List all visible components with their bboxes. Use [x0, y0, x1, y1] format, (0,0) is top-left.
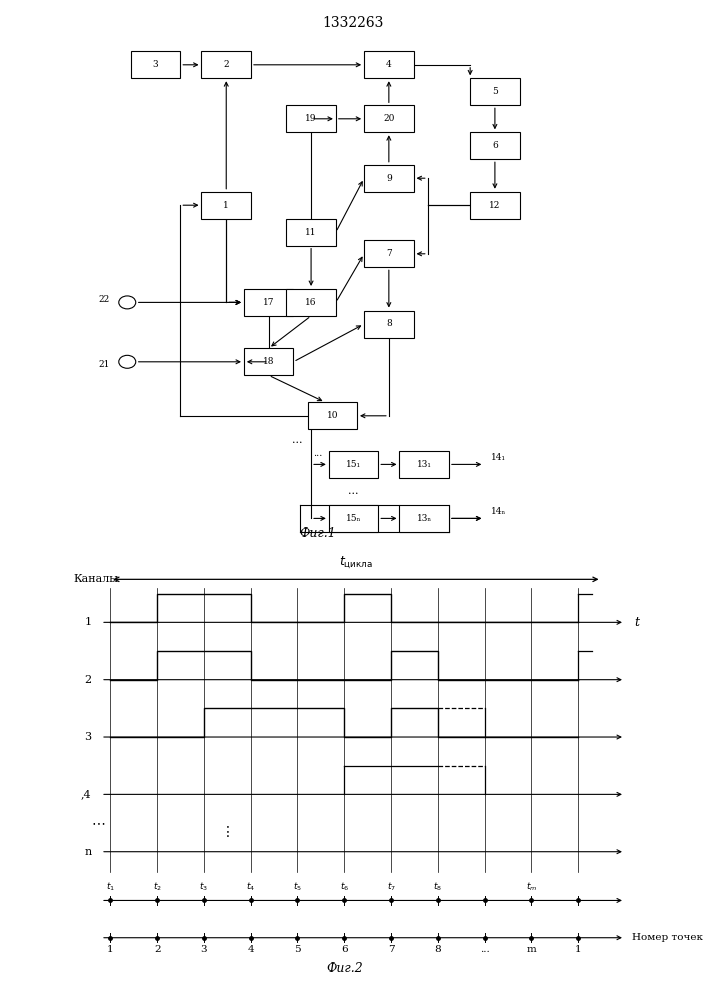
Text: ...: ...	[292, 435, 302, 445]
Text: 15₁: 15₁	[346, 460, 361, 469]
Text: ⋯: ⋯	[92, 816, 105, 830]
Text: $t_3$: $t_3$	[199, 881, 209, 893]
Text: 10: 10	[327, 411, 338, 420]
Text: 11: 11	[305, 228, 317, 237]
Text: $t_5$: $t_5$	[293, 881, 302, 893]
Text: 7: 7	[386, 249, 392, 258]
Text: ,4: ,4	[81, 789, 92, 799]
Bar	[470, 132, 520, 159]
Bar	[201, 192, 251, 219]
Text: 2: 2	[154, 945, 160, 954]
Bar	[470, 192, 520, 219]
Text: 12: 12	[489, 201, 501, 210]
Bar	[286, 219, 336, 246]
Bar	[201, 51, 251, 78]
Text: 14ₙ: 14ₙ	[491, 507, 507, 516]
Bar	[399, 451, 449, 478]
Text: 8: 8	[386, 320, 392, 328]
Text: ...: ...	[313, 449, 323, 458]
Bar	[399, 505, 449, 532]
Text: 5: 5	[294, 945, 300, 954]
Bar	[244, 289, 293, 316]
Text: 5: 5	[492, 87, 498, 96]
Bar	[364, 240, 414, 267]
Text: 21: 21	[98, 360, 110, 369]
Bar	[286, 289, 336, 316]
Bar	[364, 105, 414, 132]
Text: 16: 16	[305, 298, 317, 307]
Text: $t_2$: $t_2$	[153, 881, 162, 893]
Text: $t_4$: $t_4$	[246, 881, 255, 893]
Text: 22: 22	[98, 295, 110, 304]
Bar	[470, 78, 520, 105]
Text: 1332263: 1332263	[323, 16, 384, 30]
Bar	[364, 51, 414, 78]
Text: 6: 6	[492, 141, 498, 150]
Text: 15ₙ: 15ₙ	[346, 514, 361, 523]
Text: 19: 19	[305, 114, 317, 123]
Text: 7: 7	[387, 945, 395, 954]
Text: $t_m$: $t_m$	[526, 881, 537, 893]
Text: 3: 3	[153, 60, 158, 69]
Text: ...: ...	[349, 486, 358, 496]
Text: 14₁: 14₁	[491, 453, 506, 462]
Bar	[329, 451, 378, 478]
Text: 13ₙ: 13ₙ	[416, 514, 432, 523]
Text: 9: 9	[386, 174, 392, 183]
Text: $t_6$: $t_6$	[339, 881, 349, 893]
Bar	[329, 505, 378, 532]
Bar	[364, 165, 414, 192]
Bar	[244, 348, 293, 375]
Text: 3: 3	[85, 732, 92, 742]
Text: 1: 1	[223, 201, 229, 210]
Text: 4: 4	[247, 945, 254, 954]
Text: 2: 2	[223, 60, 229, 69]
Text: 8: 8	[435, 945, 441, 954]
Text: 13₁: 13₁	[416, 460, 432, 469]
Text: Фиг.1: Фиг.1	[300, 527, 337, 540]
Bar	[308, 402, 357, 429]
Text: 1: 1	[575, 945, 581, 954]
Text: n: n	[84, 847, 92, 857]
Text: $t_8$: $t_8$	[433, 881, 443, 893]
Bar	[364, 310, 414, 338]
Text: 2: 2	[85, 675, 92, 685]
Text: 1: 1	[85, 617, 92, 627]
Text: 18: 18	[263, 357, 274, 366]
Text: Фиг.2: Фиг.2	[326, 962, 363, 975]
Bar	[286, 105, 336, 132]
Text: 6: 6	[341, 945, 348, 954]
Bar	[131, 51, 180, 78]
Text: ⋮: ⋮	[221, 825, 234, 839]
Text: m: m	[527, 945, 536, 954]
Text: 20: 20	[383, 114, 395, 123]
Text: $t_1$: $t_1$	[106, 881, 115, 893]
Text: ...: ...	[479, 945, 489, 954]
Text: 4: 4	[386, 60, 392, 69]
Text: 1: 1	[107, 945, 114, 954]
Text: $t_{\rm цикла}$: $t_{\rm цикла}$	[339, 555, 373, 571]
Text: 17: 17	[263, 298, 274, 307]
Text: Номер точек: Номер точек	[632, 933, 703, 942]
Text: 3: 3	[201, 945, 207, 954]
Text: t: t	[634, 616, 639, 629]
Text: $t_7$: $t_7$	[387, 881, 395, 893]
Text: Каналы: Каналы	[73, 574, 118, 584]
